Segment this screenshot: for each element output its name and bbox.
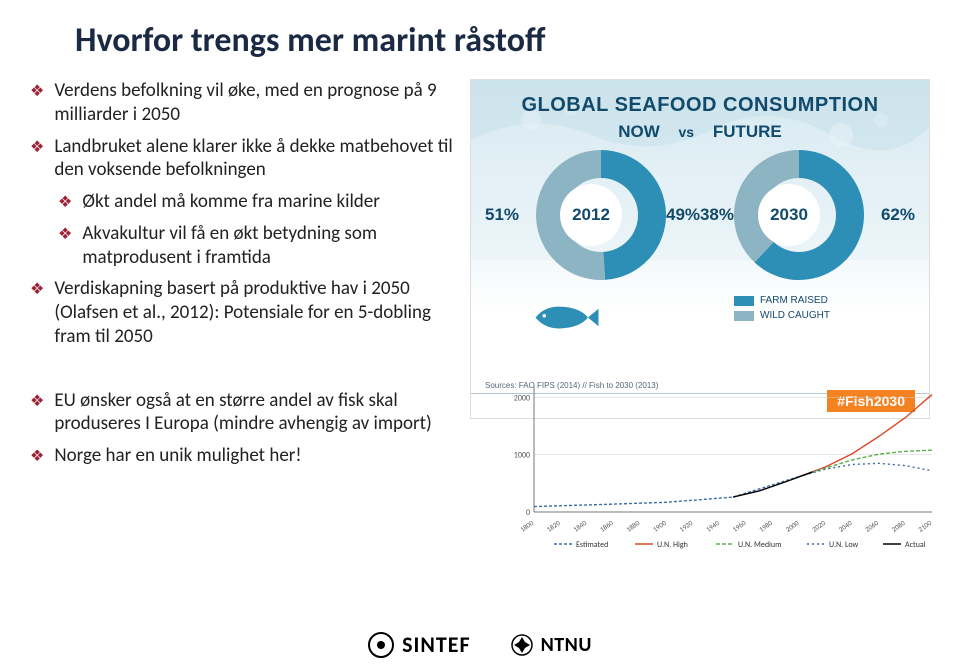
- bullet-item: ❖ Verdens befolkning vil øke, med en prog…: [30, 79, 458, 127]
- svg-text:Estimated: Estimated: [576, 540, 608, 550]
- now-label: NOW: [618, 122, 660, 141]
- vs-label: vs: [679, 124, 695, 140]
- bullet-item: ❖ Økt andel må komme fra marine kilder: [58, 190, 458, 214]
- svg-text:U.N. Low: U.N. Low: [829, 540, 859, 550]
- legend-row: WILD CAUGHT: [734, 310, 894, 321]
- bullet-text: Norge har en unik mulighet her!: [54, 444, 301, 468]
- bullet-item: ❖ Landbruket alene klarer ikke å dekke ma…: [30, 135, 458, 183]
- bullet-column: ❖ Verdens befolkning vil øke, med en prog…: [30, 79, 458, 476]
- svg-text:2100: 2100: [916, 518, 933, 534]
- donut-year-2030: 2030: [758, 184, 820, 246]
- legend-swatch: [734, 311, 754, 321]
- svg-text:2060: 2060: [863, 518, 880, 534]
- diamond-bullet-icon: ❖: [58, 193, 72, 213]
- infographic-subtitle: NOW vs FUTURE: [471, 122, 929, 142]
- population-line-chart: 0 1000 2000 1800 1820 1840 1860 1880 1900 1920 194…: [500, 380, 940, 550]
- donut-2030: 2030: [724, 150, 874, 280]
- sintef-logo: SINTEF: [368, 631, 470, 658]
- fish-icon: [526, 300, 601, 335]
- diamond-bullet-icon: ❖: [30, 447, 44, 467]
- svg-text:1900: 1900: [651, 518, 668, 534]
- bullet-text: Landbruket alene klarer ikke å dekke mat…: [54, 135, 458, 183]
- svg-text:1920: 1920: [678, 518, 695, 534]
- bullet-text: Økt andel må komme fra marine kilder: [82, 190, 380, 214]
- bullet-item: ❖ EU ønsker også at en større andel av fi…: [30, 389, 458, 437]
- diamond-bullet-icon: ❖: [58, 225, 72, 245]
- legend-row: FARM RAISED: [734, 295, 894, 306]
- svg-text:0: 0: [526, 508, 530, 518]
- pct-2012-right: 49%: [666, 205, 700, 225]
- bullet-item: ❖ Verdiskapning basert på produktive hav …: [30, 277, 458, 348]
- svg-text:Actual: Actual: [905, 540, 926, 550]
- legend-label: FARM RAISED: [760, 295, 828, 306]
- bullet-text: Akvakultur vil få en økt betydning som m…: [82, 222, 458, 270]
- bullet-item: ❖ Norge har en unik mulighet her!: [30, 444, 458, 468]
- svg-text:2040: 2040: [837, 518, 854, 534]
- bullet-text: Verdens befolkning vil øke, med en progn…: [54, 79, 458, 127]
- diamond-bullet-icon: ❖: [30, 138, 44, 158]
- svg-text:2020: 2020: [810, 518, 827, 534]
- pct-2012-left: 51%: [485, 205, 519, 225]
- sintef-icon: [368, 632, 394, 658]
- svg-text:1940: 1940: [704, 518, 721, 534]
- svg-text:U.N. Medium: U.N. Medium: [738, 540, 781, 550]
- bullet-text: Verdiskapning basert på produktive hav i…: [54, 277, 458, 348]
- svg-text:1840: 1840: [571, 518, 588, 534]
- legend-label: WILD CAUGHT: [760, 310, 830, 321]
- ntnu-icon: [511, 634, 533, 656]
- ntnu-text: NTNU: [541, 633, 592, 657]
- sintef-text: SINTEF: [402, 631, 470, 658]
- svg-text:1960: 1960: [731, 518, 748, 534]
- diamond-bullet-icon: ❖: [30, 280, 44, 300]
- infographic-title: GLOBAL SEAFOOD CONSUMPTION: [471, 94, 929, 117]
- bullet-item: ❖ Akvakultur vil få en økt betydning som …: [58, 222, 458, 270]
- svg-text:1860: 1860: [598, 518, 615, 534]
- footer-logos: SINTEF NTNU: [0, 631, 960, 658]
- svg-text:1880: 1880: [624, 518, 641, 534]
- svg-text:2000: 2000: [514, 393, 530, 403]
- svg-text:1820: 1820: [545, 518, 562, 534]
- svg-text:1980: 1980: [757, 518, 774, 534]
- svg-text:1800: 1800: [518, 518, 535, 534]
- slide-title: Hvorfor trengs mer marint råstoff: [30, 20, 930, 61]
- donut-year-2012: 2012: [560, 184, 622, 246]
- diamond-bullet-icon: ❖: [30, 82, 44, 102]
- svg-text:U.N. High: U.N. High: [657, 540, 688, 550]
- svg-text:2000: 2000: [784, 518, 801, 534]
- donut-2012: 2012: [526, 150, 676, 280]
- future-label: FUTURE: [713, 122, 782, 141]
- pct-2030-right: 62%: [881, 205, 915, 225]
- bullet-text: EU ønsker også at en større andel av fis…: [54, 389, 458, 437]
- infographic-legend: FARM RAISED WILD CAUGHT: [734, 295, 894, 325]
- diamond-bullet-icon: ❖: [30, 392, 44, 412]
- legend-swatch: [734, 296, 754, 306]
- svg-text:2080: 2080: [890, 518, 907, 534]
- seafood-infographic: GLOBAL SEAFOOD CONSUMPTION NOW vs FUTURE…: [470, 79, 930, 419]
- ntnu-logo: NTNU: [511, 633, 592, 657]
- svg-text:1000: 1000: [514, 451, 530, 461]
